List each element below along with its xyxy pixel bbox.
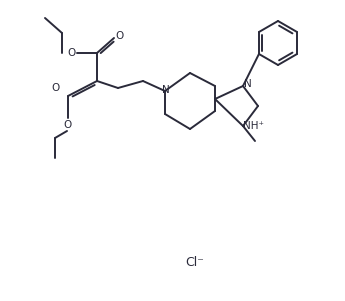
Text: O: O xyxy=(68,48,76,58)
Text: O: O xyxy=(115,31,123,41)
Text: O: O xyxy=(52,83,60,93)
Text: N: N xyxy=(244,79,252,89)
Text: N: N xyxy=(162,85,170,95)
Text: Cl⁻: Cl⁻ xyxy=(186,256,205,269)
Text: NH⁺: NH⁺ xyxy=(243,121,264,131)
Text: O: O xyxy=(63,120,71,130)
